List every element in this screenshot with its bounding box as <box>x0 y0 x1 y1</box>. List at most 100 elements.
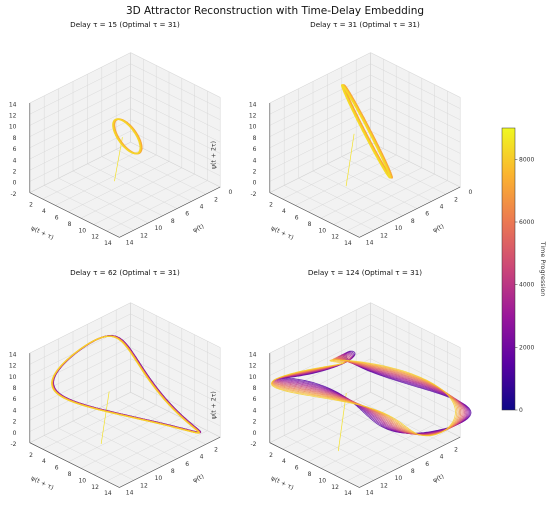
z-tick-label: 12 <box>249 363 257 370</box>
x-tick-label: 4 <box>440 454 444 461</box>
transient-tail <box>345 133 355 187</box>
colorbar: 0 2000 4000 6000 8000 Time Progression <box>501 127 547 414</box>
subplot-title: Delay τ = 62 (Optimal τ = 31) <box>70 268 180 277</box>
subplot-title: Delay τ = 31 (Optimal τ = 31) <box>310 20 420 29</box>
x-tick-label: 8 <box>411 468 415 475</box>
x-tick-label: 12 <box>380 482 388 489</box>
x-tick-label: 6 <box>185 211 189 218</box>
y-tick-label: 14 <box>104 240 112 247</box>
x-tick-label: 14 <box>126 240 134 247</box>
z-tick-label: 6 <box>13 146 17 153</box>
y-tick-label: 10 <box>78 477 86 484</box>
y-tick-label: 8 <box>308 471 312 478</box>
z-tick-label: 2 <box>253 419 257 426</box>
x-axis-label: ψ(t) <box>192 473 205 484</box>
colorbar-tick-label: 2000 <box>519 344 534 351</box>
z-tick-label: 6 <box>253 146 257 153</box>
trajectory-loop <box>340 84 391 179</box>
x-tick-label: 4 <box>200 204 204 211</box>
x-tick-label: 8 <box>171 218 175 225</box>
trajectory-loop <box>271 359 458 437</box>
x-axis-label: ψ(t) <box>432 223 445 234</box>
z-tick-label: 4 <box>13 407 17 414</box>
colorbar-gradient <box>501 127 516 411</box>
z-tick-label: 4 <box>253 157 257 164</box>
x-tick-label: 14 <box>366 490 374 497</box>
x-axis-label: ψ(t) <box>432 473 445 484</box>
y-tick-label: 4 <box>42 208 46 215</box>
y-tick-label: 12 <box>91 234 99 241</box>
y-tick-label: 2 <box>29 452 33 459</box>
z-tick-label: 0 <box>253 430 257 437</box>
x-tick-label: 14 <box>126 490 134 497</box>
trajectory-loop <box>51 335 200 434</box>
z-tick-label: 10 <box>9 374 17 381</box>
z-axis-label: ψ(t + 2τ) <box>211 391 218 419</box>
z-tick-label: 2 <box>253 169 257 176</box>
y-tick-label: 6 <box>55 215 59 222</box>
z-tick-label: 10 <box>249 374 257 381</box>
y-tick-label: 6 <box>295 465 299 472</box>
x-tick-label: 0 <box>228 189 232 196</box>
subplot-title: Delay τ = 15 (Optimal τ = 31) <box>70 20 180 29</box>
z-tick-label: 4 <box>13 157 17 164</box>
x-tick-label: 8 <box>411 218 415 225</box>
y-axis-line <box>29 442 120 488</box>
y-tick-label: 10 <box>318 477 326 484</box>
y-tick-label: 12 <box>91 484 99 491</box>
x-tick-label: 10 <box>395 225 403 232</box>
colorbar-tick-label: 4000 <box>519 282 534 289</box>
x-tick-label: 6 <box>425 211 429 218</box>
subplot-1: Delay τ = 15 (Optimal τ = 31) 0 2 4 6 8 10 12 14… <box>9 20 233 247</box>
x-tick-label: 6 <box>425 461 429 468</box>
z-tick-label: 12 <box>9 363 17 370</box>
x-tick-label: 10 <box>155 475 163 482</box>
x-tick-label: 10 <box>395 475 403 482</box>
z-tick-label: 2 <box>13 419 17 426</box>
x-tick-label: 10 <box>155 225 163 232</box>
y-tick-label: 2 <box>269 452 273 459</box>
trajectory <box>270 350 472 452</box>
z-tick-label: 6 <box>253 396 257 403</box>
z-tick-label: -2 <box>251 191 257 198</box>
x-axis-line <box>119 436 221 488</box>
trajectory <box>51 335 202 444</box>
x-axis-line <box>119 186 221 238</box>
y-tick-label: 4 <box>282 208 286 215</box>
y-tick-label: 2 <box>269 202 273 209</box>
y-axis-line <box>269 442 360 488</box>
subplot-title: Delay τ = 124 (Optimal τ = 31) <box>308 268 422 277</box>
x-tick-label: 12 <box>380 232 388 239</box>
x-tick-label: 8 <box>171 468 175 475</box>
trajectory-loop <box>271 359 459 436</box>
x-tick-label: 4 <box>440 204 444 211</box>
z-tick-label: 14 <box>9 101 17 108</box>
colorbar-label: Time Progression <box>539 241 547 297</box>
y-tick-label: 14 <box>344 490 352 497</box>
subplots: Delay τ = 15 (Optimal τ = 31) 0 2 4 6 8 10 12 14… <box>9 20 473 497</box>
y-tick-label: 4 <box>42 458 46 465</box>
y-tick-label: 2 <box>29 202 33 209</box>
y-tick-label: 6 <box>295 215 299 222</box>
y-axis-line <box>269 192 360 238</box>
x-tick-label: 14 <box>366 240 374 247</box>
x-tick-label: 12 <box>140 232 148 239</box>
x-tick-label: 2 <box>454 446 458 453</box>
colorbar-tick-label: 6000 <box>519 219 534 226</box>
y-tick-label: 14 <box>104 490 112 497</box>
x-tick-label: 0 <box>468 189 472 196</box>
figure-title: 3D Attractor Reconstruction with Time-De… <box>126 5 424 17</box>
subplot-4: Delay τ = 124 (Optimal τ = 31) 2 4 6 8 10 12 14… <box>211 268 472 497</box>
y-axis-line <box>29 192 120 238</box>
z-tick-label: 6 <box>13 396 17 403</box>
z-tick-label: 10 <box>9 124 17 131</box>
z-tick-label: 0 <box>253 180 257 187</box>
x-tick-label: 2 <box>214 196 218 203</box>
y-tick-label: 8 <box>68 221 72 228</box>
z-tick-label: 0 <box>13 180 17 187</box>
y-axis-label: ψ(t + τ) <box>270 225 295 242</box>
trajectory-loop <box>112 118 142 155</box>
y-tick-label: 4 <box>282 458 286 465</box>
z-tick-label: -2 <box>11 191 17 198</box>
